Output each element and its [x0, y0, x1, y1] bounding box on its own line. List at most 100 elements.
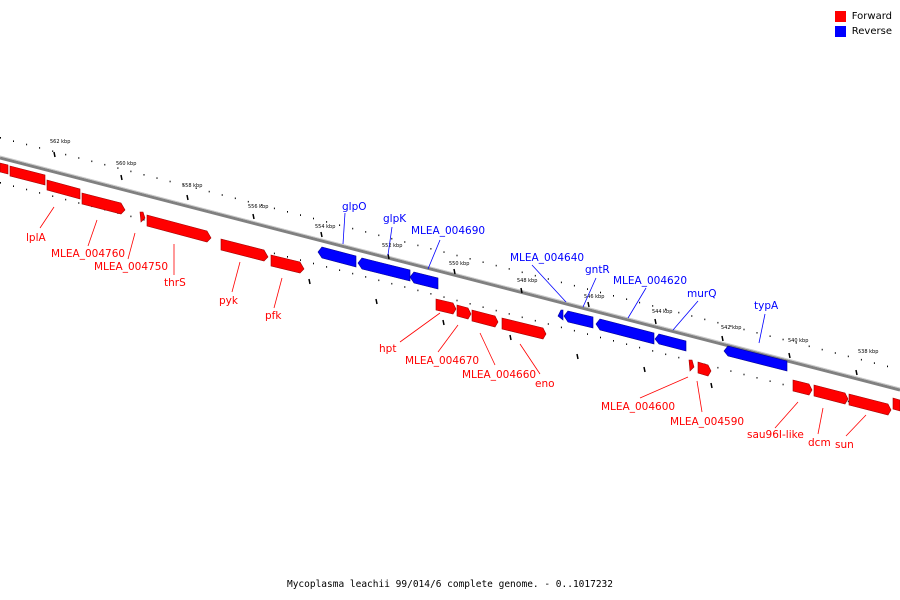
tick-dot [91, 160, 93, 163]
tick-dot [39, 192, 41, 194]
tick-dot [521, 271, 523, 274]
tick-dot [691, 315, 693, 317]
tick-dot [769, 335, 771, 337]
gene-label: MLEA_004750 [94, 261, 168, 273]
gene-label: MLEA_004670 [405, 355, 479, 367]
tick-dot [287, 256, 288, 258]
gene-block [892, 397, 900, 412]
tick-dot [0, 182, 1, 184]
tick-dot [639, 346, 641, 349]
tick-dot [0, 137, 1, 139]
tick-dot [652, 350, 654, 352]
gene-block [792, 379, 813, 396]
tick-dot [560, 281, 562, 284]
tick-dot [717, 321, 719, 324]
gene-label: thrS [164, 277, 186, 289]
tick-dot [534, 274, 536, 277]
lower-gene-blocks [435, 298, 900, 416]
tick-dot [587, 333, 588, 335]
tick-dot [13, 185, 14, 187]
tick-dot [352, 272, 354, 275]
tick-label: 548 kbp [517, 278, 537, 284]
tick-dot [560, 326, 562, 329]
tick-dot [391, 237, 393, 240]
gene-block [146, 214, 212, 243]
tick-dot [665, 308, 667, 311]
gene-block [848, 393, 892, 416]
gene-label: MLEA_004660 [462, 369, 536, 381]
tick-dot [195, 187, 197, 189]
tick-dot [456, 299, 458, 302]
gene-block [435, 298, 457, 315]
tick-dot [756, 332, 758, 334]
tick-dot [287, 211, 288, 213]
tick-dot [834, 352, 836, 354]
tick-dot [117, 167, 119, 169]
gene-label: pfk [265, 310, 282, 322]
tick-dot [13, 140, 14, 142]
tick-dot [300, 214, 301, 216]
tick-dot [730, 370, 732, 372]
tick-dot [860, 358, 862, 361]
tick-dot [352, 227, 354, 230]
tick-dot [221, 194, 223, 196]
tick-dot [573, 284, 575, 287]
tick-dot [417, 289, 419, 292]
tick-dot [404, 241, 406, 243]
tick-dot [182, 184, 184, 186]
tick-dot [652, 305, 654, 307]
tick-dot [404, 286, 406, 288]
tick-dot [743, 328, 745, 331]
tick-label: 556 kbp [248, 204, 268, 210]
tick-dot [430, 293, 432, 295]
tick-dot [756, 377, 758, 379]
ticks: 562 kbp 560 kbp 558 kbp 556 kbp 554 kbp … [50, 139, 878, 389]
tick-dots-lower [0, 182, 888, 413]
gene-block [409, 271, 439, 290]
tick-dot [234, 197, 236, 200]
gene-block [471, 309, 499, 328]
tick-dot [156, 177, 158, 179]
gene-label: murQ [687, 288, 716, 300]
forward-swatch [834, 11, 846, 22]
tick-dot [169, 180, 171, 183]
gene-label: sun [835, 439, 854, 451]
tick-dot [873, 362, 875, 364]
tick-dot [143, 219, 145, 221]
label-leaders [39, 206, 867, 437]
tick-dot [417, 244, 419, 247]
tick-dot [208, 190, 210, 193]
tick-dot [78, 157, 80, 159]
tick-dot [613, 295, 614, 297]
tick-dot [534, 319, 536, 322]
gene-label: pyk [219, 295, 239, 307]
tick-dot [313, 262, 314, 265]
tick-dot [300, 259, 301, 261]
tick-dot [847, 355, 849, 358]
tick-dot [495, 309, 497, 312]
tick-dot [339, 269, 341, 271]
gene-block [723, 345, 788, 372]
gene-label: lplA [26, 232, 46, 244]
gene-label: MLEA_004590 [670, 416, 744, 428]
gene-label: glpO [342, 201, 367, 213]
tick-dot [587, 288, 588, 290]
gene-block [563, 310, 594, 329]
tick-dot [78, 202, 80, 204]
tick-dot [430, 248, 432, 250]
reverse-gene-blocks [317, 246, 788, 372]
tick-dot [613, 340, 614, 342]
tick-dot [39, 147, 41, 149]
gene-label: typA [754, 300, 779, 312]
tick-dot [26, 188, 28, 191]
tick-dot [52, 195, 54, 197]
gene-label: dcm [808, 437, 831, 449]
gene-block [813, 384, 849, 405]
tick-dot [130, 170, 132, 173]
tick-dot [704, 318, 706, 321]
tick-dot [573, 329, 575, 332]
tick-label: 558 kbp [182, 183, 202, 189]
tick-dot [730, 325, 732, 327]
tick-dot [143, 174, 145, 176]
genome-caption: Mycoplasma leachii 99/014/6 complete gen… [286, 579, 613, 590]
